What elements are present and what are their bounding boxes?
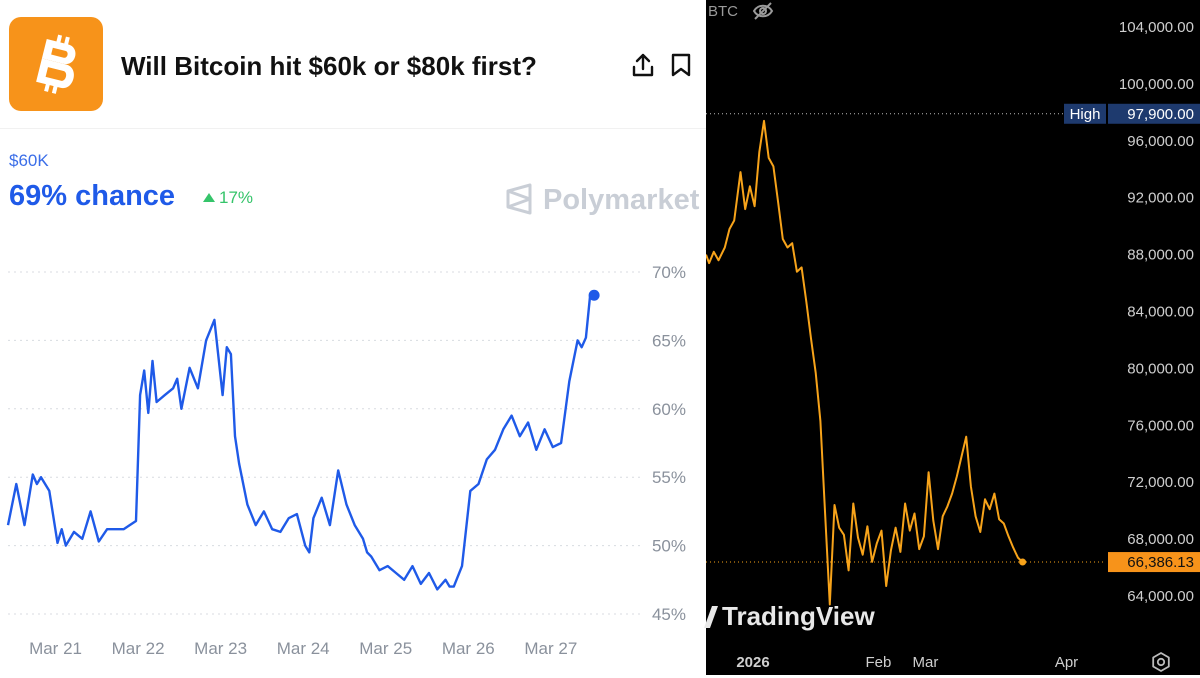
- x-tick-label: Mar 25: [359, 639, 412, 658]
- y-tick-label: 60%: [652, 400, 686, 419]
- x-tick-label: Feb: [865, 654, 891, 671]
- high-value-badge: [1108, 103, 1200, 124]
- x-tick-label: Mar 21: [29, 639, 82, 658]
- btc-price-chart: 64,000.00 68,000.00 72,000.00 76,000.00 80,0…: [706, 19, 1200, 671]
- last-price-badge: [1108, 552, 1200, 573]
- y-tick-label: 80,000.00: [1127, 360, 1194, 377]
- header-divider: [0, 128, 706, 129]
- y-tick-label: 55%: [652, 468, 686, 487]
- y-tick-label: 68,000.00: [1127, 531, 1194, 548]
- y-tick-label: 76,000.00: [1127, 417, 1194, 434]
- y-tick-label: 104,000.00: [1119, 19, 1194, 36]
- last-point-marker: [588, 289, 600, 301]
- x-tick-label: Mar 23: [194, 639, 247, 658]
- x-tick-label: Mar 27: [524, 639, 577, 658]
- chance-value: 69% chance: [9, 180, 176, 212]
- tradingview-brand: TradingView: [722, 601, 875, 631]
- btc-price-line: [706, 119, 1024, 606]
- y-tick-label: 45%: [652, 605, 686, 624]
- y-tick-label: 92,000.00: [1127, 190, 1194, 207]
- share-icon[interactable]: [630, 52, 656, 78]
- tradingview-panel: 64,000.00 68,000.00 72,000.00 76,000.00 80,0…: [706, 0, 1200, 675]
- y-tick-label: 72,000.00: [1127, 474, 1194, 491]
- last-price-marker: [1019, 558, 1027, 566]
- change-value: 17%: [219, 188, 254, 207]
- symbol-label: BTC: [708, 3, 738, 20]
- polymarket-panel: Will Bitcoin hit $60k or $80k first? $60…: [0, 17, 706, 658]
- y-tick-label: 64,000.00: [1127, 588, 1194, 605]
- y-tick-label: 88,000.00: [1127, 247, 1194, 264]
- bookmark-icon[interactable]: [668, 52, 694, 78]
- high-label: High: [1070, 106, 1101, 123]
- probability-chart: 45% 50% 55% 60% 65% 70% Mar 21 Mar 22 Mar 23 Mar …: [6, 263, 686, 658]
- y-tick-label: 84,000.00: [1127, 304, 1194, 321]
- x-tick-label: Mar 24: [277, 639, 330, 658]
- y-tick-label: 100,000.00: [1119, 76, 1194, 93]
- y-tick-label: 50%: [652, 537, 686, 556]
- outcome-label: $60K: [9, 151, 49, 170]
- high-value: 97,900.00: [1127, 106, 1194, 123]
- series-line-60k: [6, 294, 595, 591]
- last-price-value: 66,386.13: [1127, 554, 1194, 571]
- eye-hidden-icon[interactable]: [752, 1, 774, 26]
- up-triangle-icon: [203, 193, 215, 202]
- bitcoin-logo-icon: [9, 17, 103, 111]
- polymarket-brand: Polymarket: [543, 184, 700, 216]
- polymarket-logo-icon: [506, 183, 532, 215]
- y-tick-label: 70%: [652, 263, 686, 282]
- polymarket-watermark: Polymarket: [503, 183, 699, 217]
- x-tick-label: Mar 26: [442, 639, 495, 658]
- settings-gear-icon[interactable]: [1150, 651, 1172, 678]
- x-tick-label: Apr: [1055, 654, 1078, 671]
- x-tick-label: 2026: [736, 654, 769, 671]
- x-tick-label: Mar 22: [112, 639, 165, 658]
- chance-change: 17%: [203, 188, 253, 208]
- x-tick-label: Mar: [913, 654, 939, 671]
- high-label-badge: [1064, 103, 1106, 124]
- tradingview-watermark: TradingView: [703, 601, 875, 632]
- y-tick-label: 65%: [652, 331, 686, 350]
- y-tick-label: 96,000.00: [1127, 133, 1194, 150]
- market-question: Will Bitcoin hit $60k or $80k first?: [121, 51, 537, 81]
